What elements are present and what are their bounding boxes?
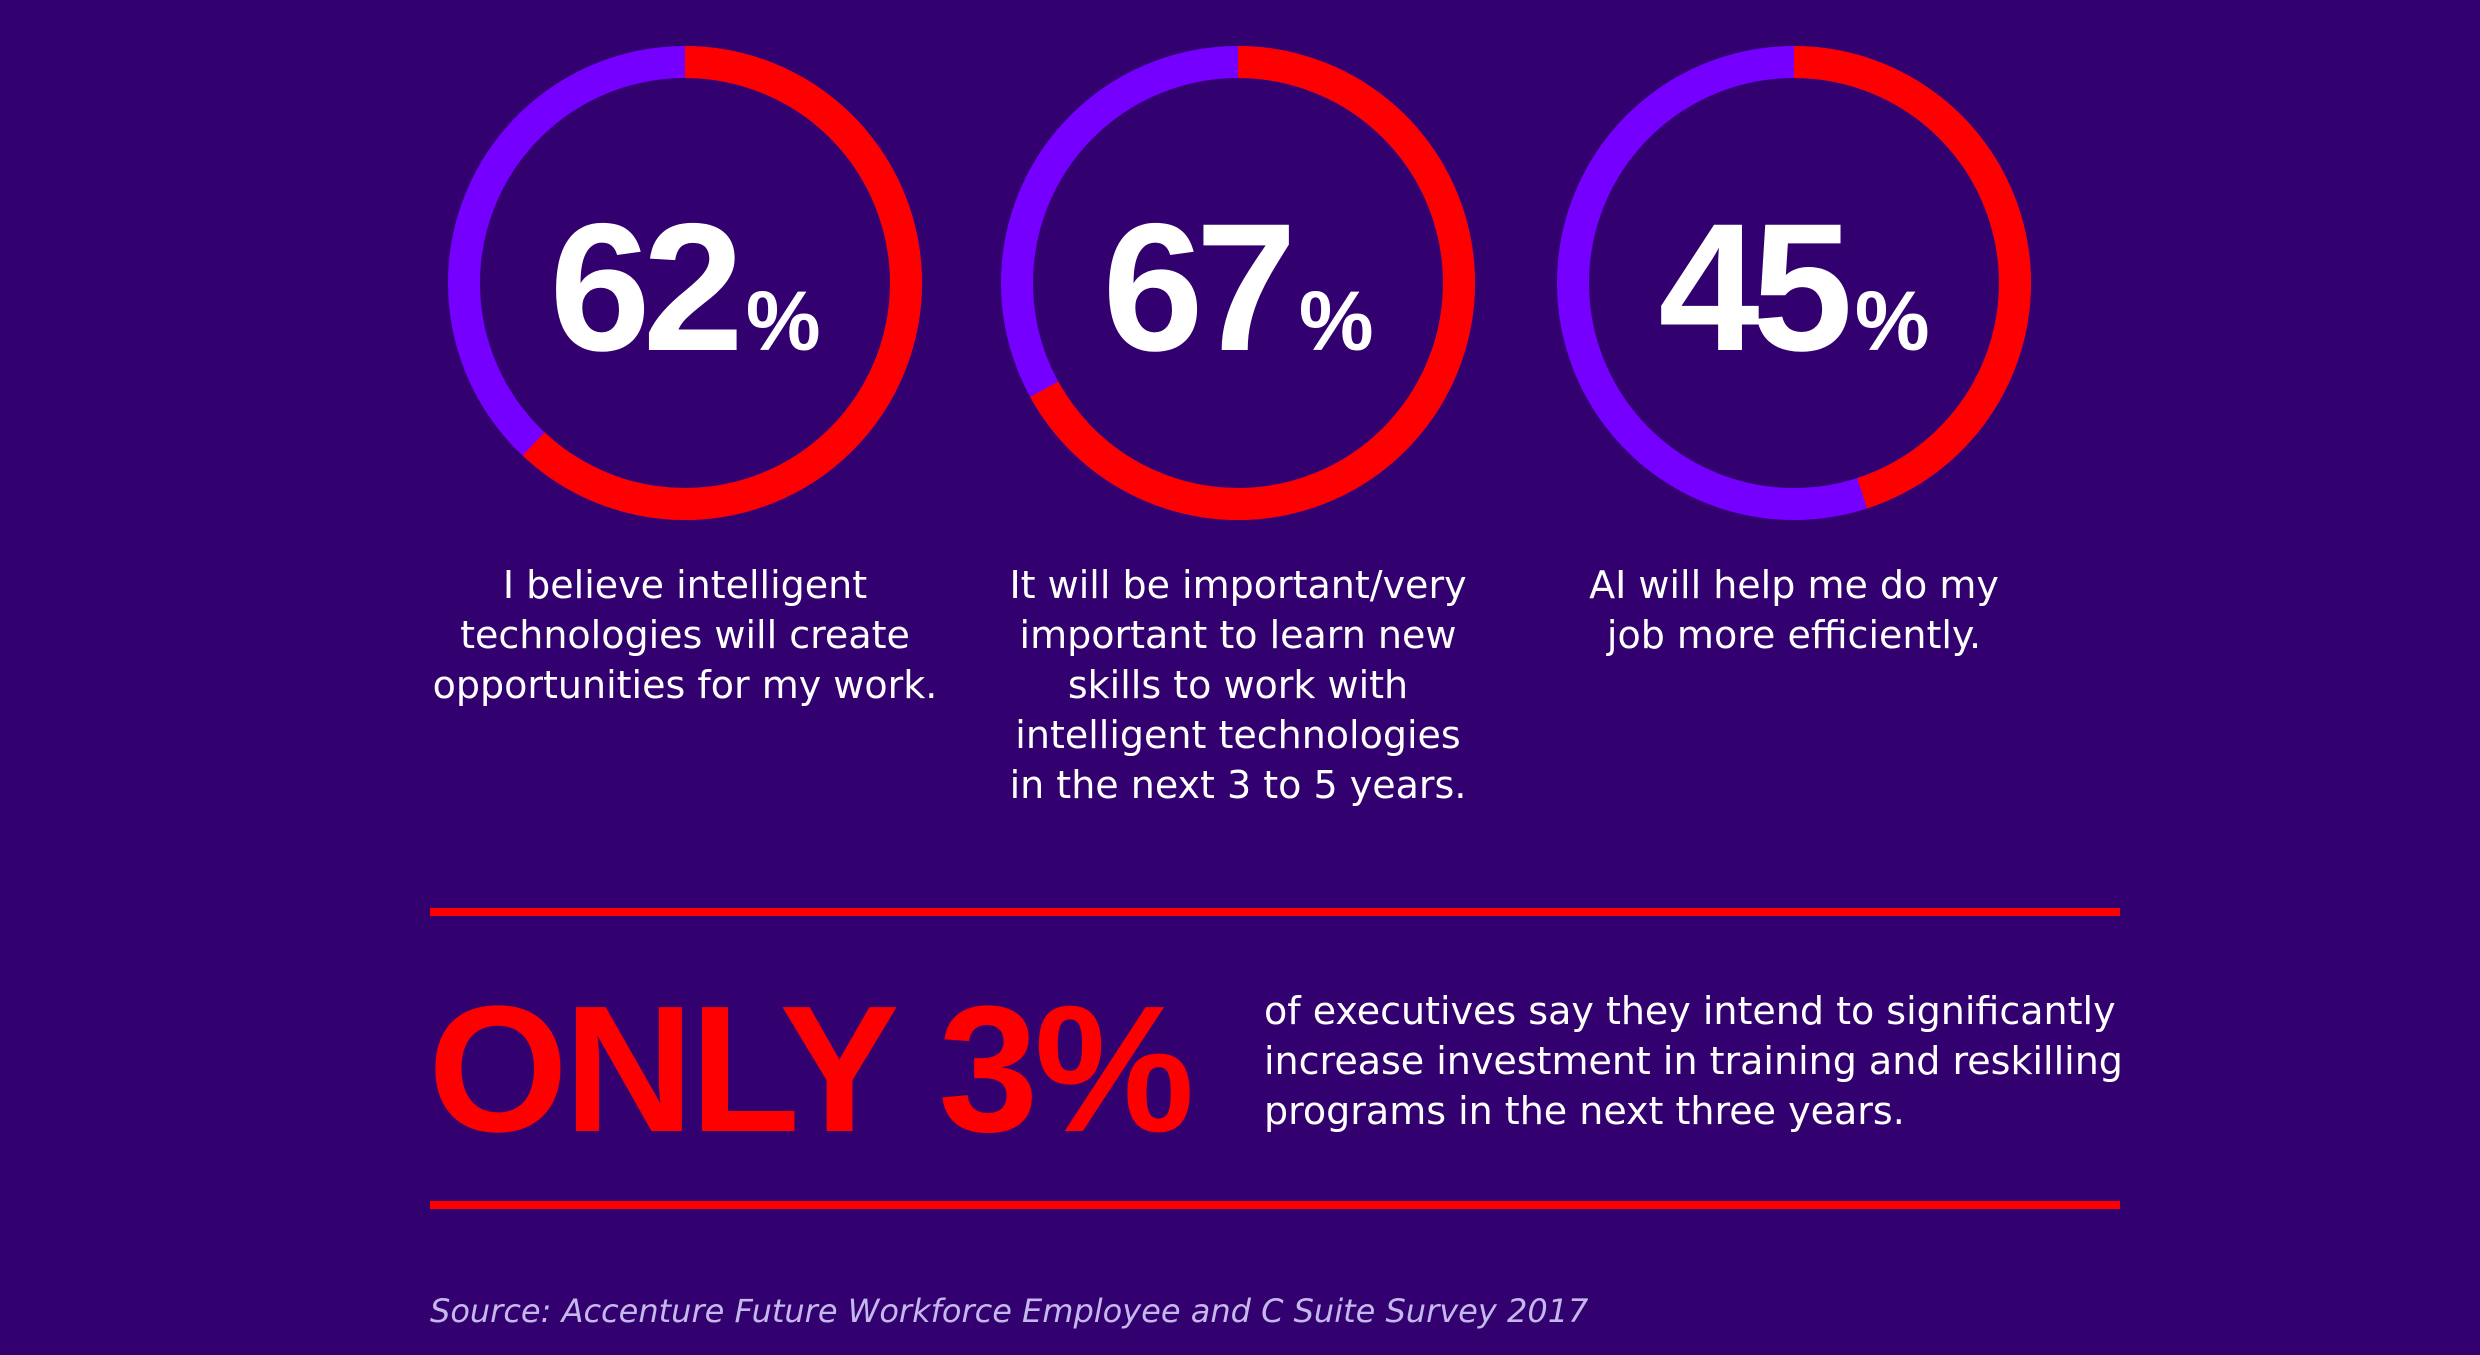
bottom-divider (430, 1201, 2120, 1209)
donut-chart-1: 62% (448, 46, 922, 520)
donut-2-svg (1001, 46, 1475, 520)
top-divider (430, 908, 2120, 916)
highlight-stat: ONLY 3% (428, 969, 1194, 1170)
donut-3-value-arc (1557, 46, 2031, 520)
source-note: Source: Accenture Future Workforce Emplo… (430, 1292, 1589, 1330)
donut-1-svg (448, 46, 922, 520)
donut-1-value: 62% (448, 196, 922, 378)
highlight-description: of executives say they intend to signifi… (1264, 989, 2123, 1133)
donut-1-percent-sign: % (745, 274, 821, 368)
donut-1-number: 62 (549, 185, 743, 389)
donut-3-caption: AI will help me do my job more efficient… (1589, 563, 1999, 657)
donut-3-percent-sign: % (1854, 274, 1930, 368)
donut-3-value: 45% (1557, 196, 2031, 378)
donut-2-value-arc (1001, 46, 1475, 520)
donut-3-number: 45 (1658, 185, 1852, 389)
donut-2-number: 67 (1102, 185, 1296, 389)
donut-1-caption: I believe intelligent technologies will … (432, 563, 938, 707)
donut-chart-2: 67% (1001, 46, 1475, 520)
donut-3-svg (1557, 46, 2031, 520)
donut-2-value: 67% (1001, 196, 1475, 378)
donut-2-percent-sign: % (1298, 274, 1374, 368)
donut-chart-3: 45% (1557, 46, 2031, 520)
donut-1-value-arc (448, 46, 922, 520)
donut-2-caption: It will be important/very important to l… (1009, 563, 1467, 807)
